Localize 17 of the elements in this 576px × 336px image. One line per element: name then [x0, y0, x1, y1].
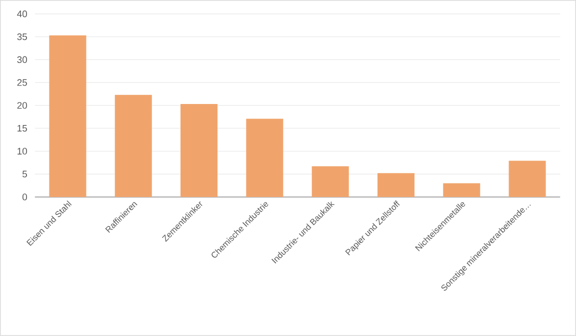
y-tick-label: 40	[17, 10, 27, 18]
bar	[443, 183, 480, 198]
y-tick-label: 30	[17, 56, 27, 64]
bar	[312, 166, 349, 198]
bar	[114, 94, 152, 198]
y-tick-label: 15	[18, 125, 27, 132]
bar	[246, 118, 284, 198]
bar	[180, 104, 218, 198]
y-tick-label: 10	[18, 148, 27, 155]
y-tick-label: 5	[22, 170, 27, 178]
y-tick-label: 25	[17, 79, 27, 86]
y-tick-label: 20	[17, 102, 27, 109]
bar	[377, 173, 414, 198]
bar	[49, 35, 86, 198]
y-tick-label: 0	[22, 194, 27, 200]
y-tick-label: 35	[17, 33, 27, 40]
bar	[508, 160, 546, 198]
